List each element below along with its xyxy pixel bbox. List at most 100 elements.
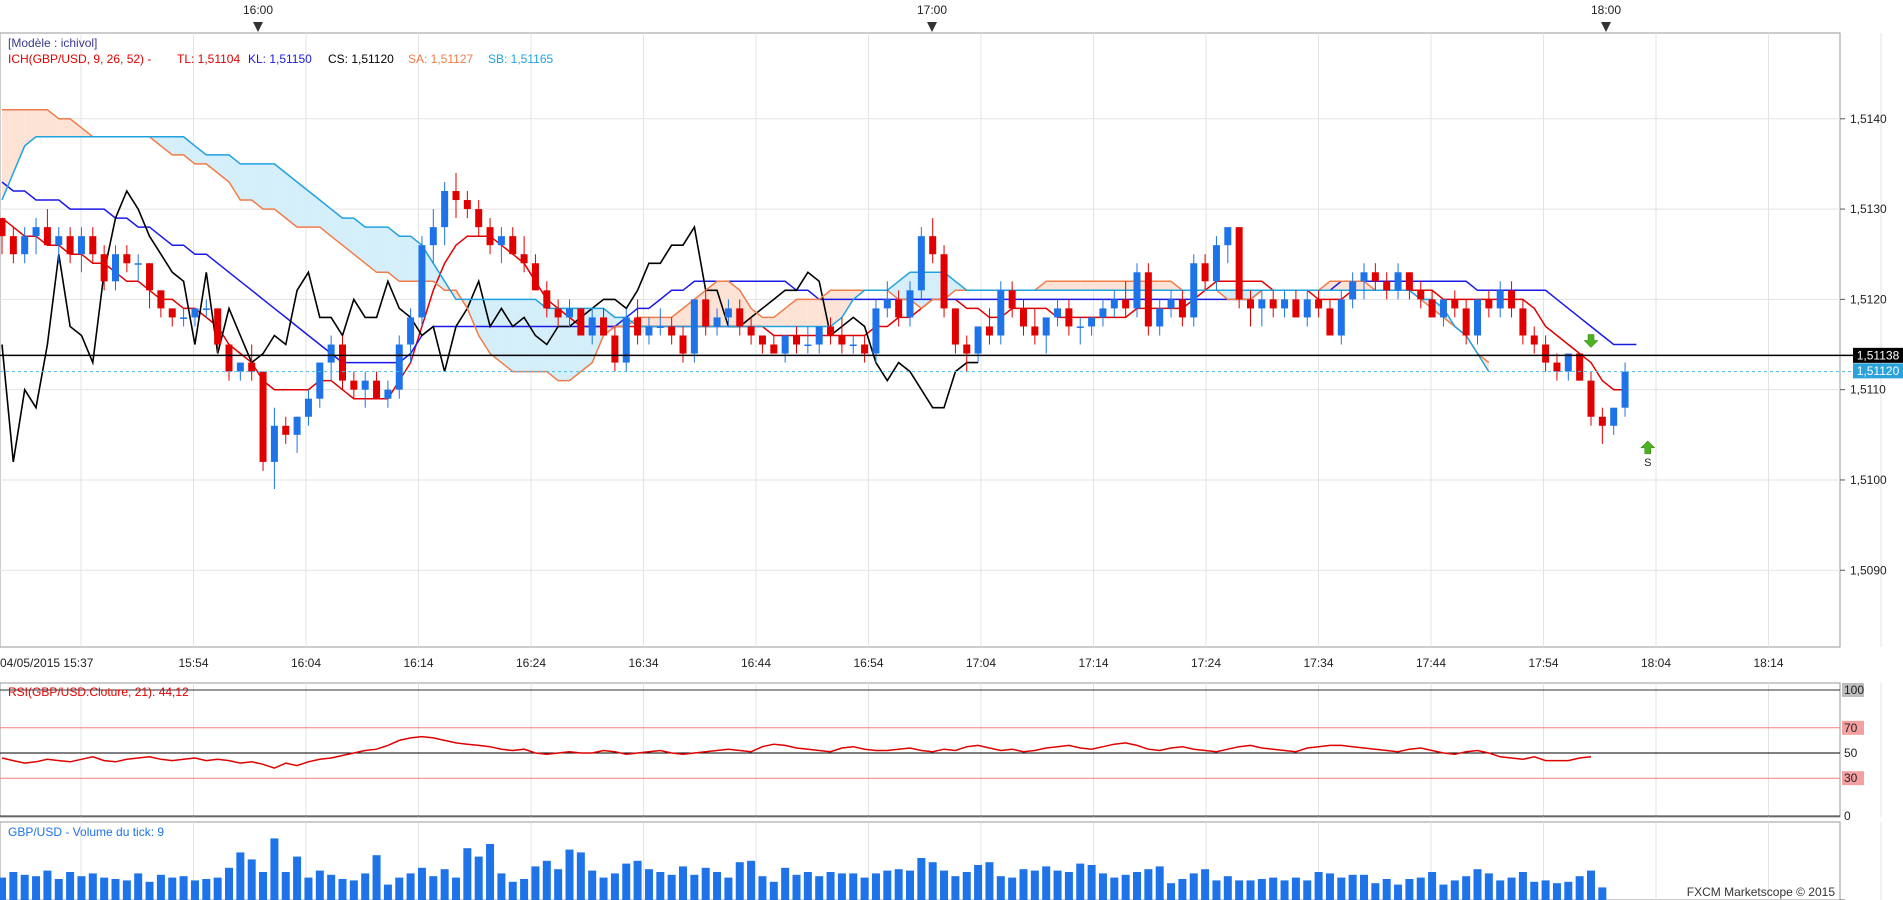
candle[interactable] bbox=[441, 181, 449, 246]
candle[interactable] bbox=[1621, 362, 1629, 417]
candle[interactable] bbox=[168, 308, 176, 327]
candle[interactable] bbox=[1122, 281, 1130, 318]
candle[interactable] bbox=[1020, 299, 1027, 336]
candle[interactable] bbox=[1167, 290, 1175, 318]
candle[interactable] bbox=[1235, 227, 1243, 309]
candle[interactable] bbox=[1269, 290, 1277, 318]
candle[interactable] bbox=[21, 227, 29, 264]
candle[interactable] bbox=[361, 371, 369, 408]
candle[interactable] bbox=[55, 227, 63, 264]
candle[interactable] bbox=[43, 209, 51, 246]
candle[interactable] bbox=[1088, 317, 1096, 336]
candle[interactable] bbox=[963, 335, 971, 372]
candle[interactable] bbox=[384, 380, 392, 408]
candle[interactable] bbox=[645, 317, 653, 345]
candle[interactable] bbox=[1212, 236, 1220, 291]
candle[interactable] bbox=[293, 416, 301, 453]
candle[interactable] bbox=[1496, 281, 1504, 318]
candle[interactable] bbox=[407, 308, 415, 363]
candle[interactable] bbox=[157, 290, 165, 318]
candle[interactable] bbox=[1054, 299, 1062, 327]
candle[interactable] bbox=[1383, 272, 1391, 300]
candle[interactable] bbox=[452, 172, 460, 219]
candle[interactable] bbox=[1508, 281, 1516, 318]
candle[interactable] bbox=[543, 281, 551, 318]
candle[interactable] bbox=[0, 218, 6, 255]
candle[interactable] bbox=[304, 389, 312, 426]
candle[interactable] bbox=[804, 326, 812, 354]
candle[interactable] bbox=[429, 209, 437, 264]
candle[interactable] bbox=[1598, 407, 1606, 444]
candle[interactable] bbox=[917, 227, 925, 300]
candle[interactable] bbox=[248, 344, 256, 381]
candle[interactable] bbox=[1451, 290, 1459, 318]
candle[interactable] bbox=[486, 218, 494, 255]
candle[interactable] bbox=[600, 308, 608, 336]
candle[interactable] bbox=[770, 335, 778, 354]
candle[interactable] bbox=[951, 308, 959, 354]
candle[interactable] bbox=[1099, 299, 1107, 327]
candle[interactable] bbox=[634, 299, 642, 345]
candle[interactable] bbox=[656, 308, 664, 336]
candle[interactable] bbox=[1394, 263, 1402, 300]
candle[interactable] bbox=[259, 371, 267, 471]
candle[interactable] bbox=[1201, 254, 1209, 291]
candlesticks[interactable] bbox=[0, 172, 1629, 489]
candle[interactable] bbox=[622, 308, 630, 372]
candle[interactable] bbox=[214, 308, 222, 354]
candle[interactable] bbox=[1474, 299, 1481, 345]
candle[interactable] bbox=[1485, 290, 1493, 318]
candle[interactable] bbox=[679, 326, 687, 363]
candle[interactable] bbox=[316, 362, 324, 408]
candle[interactable] bbox=[191, 308, 199, 327]
candle[interactable] bbox=[1462, 299, 1470, 345]
candle[interactable] bbox=[77, 227, 85, 273]
candle[interactable] bbox=[418, 236, 426, 327]
candle[interactable] bbox=[531, 254, 539, 291]
candle[interactable] bbox=[793, 326, 800, 354]
candle[interactable] bbox=[758, 335, 766, 354]
candle[interactable] bbox=[611, 326, 619, 372]
candle[interactable] bbox=[747, 317, 755, 345]
candle[interactable] bbox=[724, 299, 732, 327]
candle[interactable] bbox=[1281, 290, 1289, 318]
candle[interactable] bbox=[1439, 299, 1447, 327]
candle[interactable] bbox=[1144, 263, 1152, 336]
candle[interactable] bbox=[1076, 317, 1084, 345]
candle[interactable] bbox=[1292, 290, 1300, 318]
candle[interactable] bbox=[327, 335, 335, 381]
candle[interactable] bbox=[827, 317, 835, 345]
candle[interactable] bbox=[1587, 371, 1595, 426]
candle[interactable] bbox=[1031, 308, 1039, 345]
rsi-panel[interactable]: 100 70 50 30 0 RSI(GBP/USD.Cloture, 21): 44,… bbox=[0, 682, 1882, 823]
candle[interactable] bbox=[668, 317, 676, 345]
candle[interactable] bbox=[1428, 290, 1436, 318]
candle[interactable] bbox=[1178, 290, 1186, 327]
candle[interactable] bbox=[463, 191, 471, 219]
candle[interactable] bbox=[1553, 353, 1561, 381]
candle[interactable] bbox=[906, 281, 914, 327]
candle[interactable] bbox=[1065, 299, 1073, 336]
candle[interactable] bbox=[373, 371, 381, 399]
candle[interactable] bbox=[1576, 353, 1584, 381]
candle[interactable] bbox=[815, 326, 823, 354]
candle[interactable] bbox=[1371, 263, 1379, 291]
candle[interactable] bbox=[736, 299, 744, 336]
candle[interactable] bbox=[123, 245, 131, 273]
candle[interactable] bbox=[112, 245, 119, 291]
volume-panel[interactable]: GBP/USD - Volume du tick: 9 FXCM Markets… bbox=[0, 821, 1882, 900]
candle[interactable] bbox=[225, 344, 233, 381]
candle[interactable] bbox=[134, 254, 142, 282]
candle[interactable] bbox=[1133, 263, 1141, 318]
candle[interactable] bbox=[475, 200, 483, 237]
candle[interactable] bbox=[940, 245, 948, 318]
candle[interactable] bbox=[702, 290, 710, 336]
candle[interactable] bbox=[861, 335, 869, 363]
candle[interactable] bbox=[588, 308, 596, 345]
candle[interactable] bbox=[1417, 281, 1425, 309]
candle[interactable] bbox=[520, 236, 528, 273]
candle[interactable] bbox=[929, 218, 937, 264]
candle[interactable] bbox=[872, 299, 880, 363]
candle[interactable] bbox=[1405, 272, 1413, 300]
